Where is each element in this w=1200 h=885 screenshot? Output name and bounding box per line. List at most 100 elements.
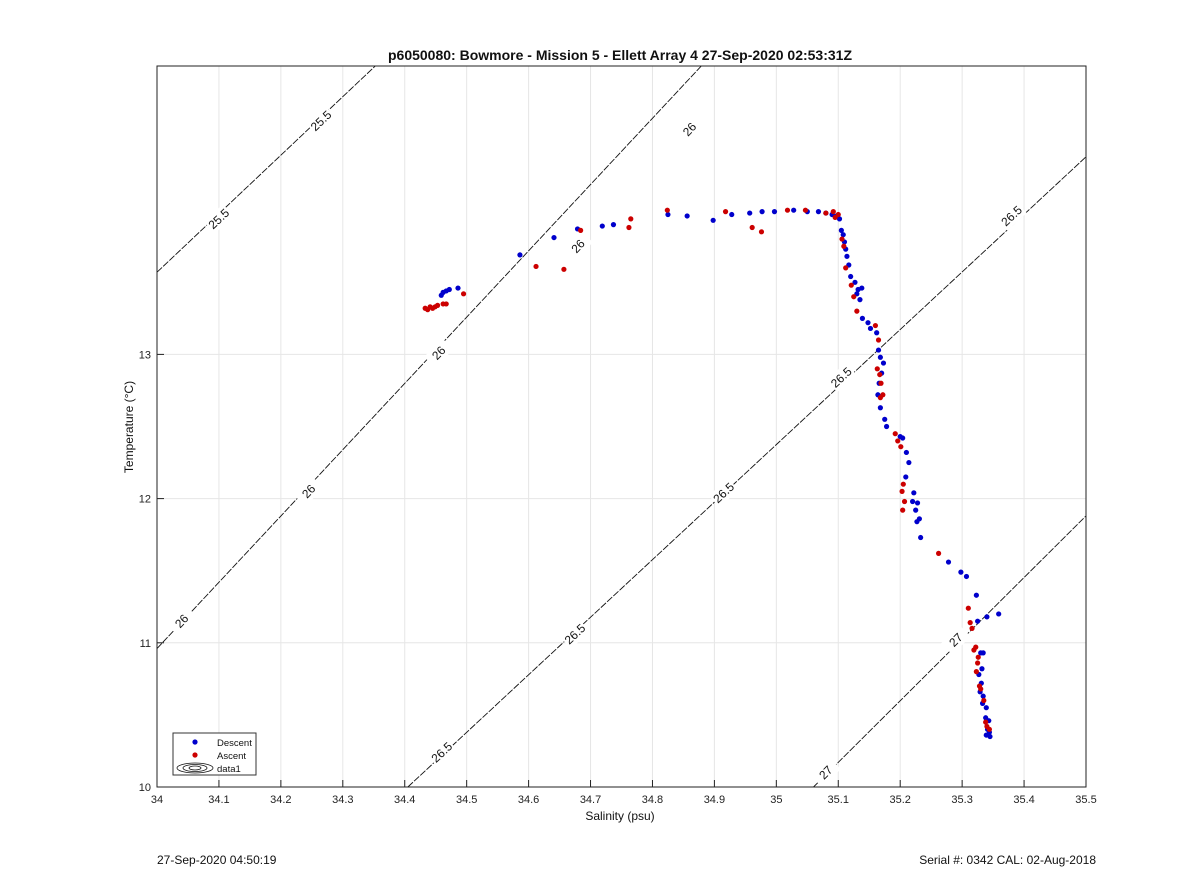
y-tick-label: 12 bbox=[139, 494, 151, 506]
point-ascent bbox=[965, 605, 971, 611]
contour-label-bg bbox=[294, 476, 324, 507]
chart-title: p6050080: Bowmore - Mission 5 - Ellett A… bbox=[388, 47, 852, 63]
point-ascent bbox=[784, 207, 791, 213]
point-descent bbox=[900, 435, 906, 441]
footer-serial-cal: Serial #: 0342 CAL: 02-Aug-2018 bbox=[919, 853, 1096, 867]
point-descent bbox=[815, 209, 822, 215]
point-descent bbox=[996, 611, 1002, 617]
x-tick-label: 35.2 bbox=[889, 794, 910, 806]
point-ascent bbox=[877, 371, 883, 378]
point-descent bbox=[684, 213, 690, 219]
contour-label-bg bbox=[203, 204, 234, 234]
point-descent bbox=[844, 253, 850, 259]
point-ascent bbox=[899, 488, 905, 494]
legend-contour-icon bbox=[176, 762, 214, 774]
contour-label: 26.5 bbox=[998, 203, 1025, 229]
point-descent bbox=[945, 559, 952, 565]
x-tick-label: 34 bbox=[151, 794, 163, 806]
legend-contour-icon bbox=[188, 765, 202, 771]
data-points bbox=[422, 207, 1002, 740]
point-descent bbox=[914, 500, 921, 506]
point-descent bbox=[848, 273, 854, 280]
x-tick-label: 34.9 bbox=[704, 794, 725, 806]
point-ascent bbox=[935, 550, 942, 556]
legend: Descent Ascent data1 bbox=[172, 732, 257, 776]
legend-box bbox=[172, 732, 257, 776]
axis-ticks: 34 34.1 34.2 34.3 34.4 34.5 34.6 34.7 34.8 34.9 35… bbox=[139, 349, 1097, 806]
point-descent bbox=[875, 347, 882, 353]
point-descent bbox=[973, 592, 979, 598]
point-descent bbox=[911, 490, 917, 496]
point-descent bbox=[551, 234, 557, 241]
point-ascent bbox=[848, 282, 854, 288]
point-ascent bbox=[749, 224, 755, 231]
point-ascent bbox=[758, 229, 765, 235]
point-ascent bbox=[460, 291, 467, 297]
point-descent bbox=[874, 330, 880, 336]
contour-label-bg bbox=[811, 757, 841, 787]
point-ascent bbox=[443, 301, 449, 307]
contour-label-bg bbox=[674, 114, 705, 145]
point-descent bbox=[877, 405, 883, 411]
point-descent bbox=[979, 666, 985, 672]
point-descent bbox=[882, 416, 888, 422]
contour-label-bg bbox=[426, 737, 457, 768]
point-descent bbox=[903, 474, 909, 480]
point-ascent bbox=[986, 726, 992, 732]
x-tick-label: 34.5 bbox=[456, 794, 477, 806]
point-ascent bbox=[839, 236, 845, 242]
point-descent bbox=[771, 209, 778, 215]
legend-label: Ascent bbox=[217, 751, 246, 762]
point-ascent bbox=[841, 243, 847, 249]
legend-label: Descent bbox=[217, 738, 252, 749]
point-descent bbox=[840, 232, 846, 238]
contour-label-bg bbox=[560, 619, 591, 649]
x-tick-label: 35.3 bbox=[951, 794, 972, 806]
point-descent bbox=[857, 297, 863, 303]
point-descent bbox=[906, 459, 912, 466]
contour-label-bg bbox=[563, 231, 593, 262]
contour-label-bg bbox=[167, 606, 197, 637]
legend-marker-descent bbox=[192, 739, 198, 745]
point-descent bbox=[980, 650, 986, 656]
point-descent bbox=[836, 216, 843, 222]
point-ascent bbox=[434, 302, 441, 308]
point-descent bbox=[980, 693, 986, 699]
point-ascent bbox=[851, 294, 857, 300]
point-descent bbox=[983, 705, 989, 711]
point-ascent bbox=[898, 444, 904, 450]
point-descent bbox=[963, 573, 970, 580]
point-descent bbox=[958, 569, 964, 575]
x-tick-label: 34.8 bbox=[642, 794, 663, 806]
point-descent bbox=[859, 315, 866, 321]
y-tick-label: 11 bbox=[140, 638, 151, 650]
point-descent bbox=[913, 507, 919, 513]
point-descent bbox=[918, 534, 924, 541]
legend-label: data1 bbox=[217, 764, 241, 775]
grid-lines bbox=[156, 66, 1087, 788]
contour-label: 25.5 bbox=[206, 206, 233, 232]
point-descent bbox=[455, 285, 461, 291]
point-ascent bbox=[981, 697, 987, 704]
point-descent bbox=[599, 223, 605, 229]
point-ascent bbox=[872, 322, 879, 329]
x-tick-label: 34.1 bbox=[208, 794, 229, 806]
x-tick-label: 34.2 bbox=[270, 794, 291, 806]
point-ascent bbox=[978, 686, 984, 692]
x-tick-label: 35.4 bbox=[1013, 794, 1034, 806]
point-descent bbox=[852, 279, 858, 285]
point-descent bbox=[909, 498, 916, 505]
point-descent bbox=[729, 211, 735, 218]
x-tick-label: 35 bbox=[770, 794, 782, 806]
point-ascent bbox=[973, 669, 979, 675]
contour-label-bg bbox=[708, 478, 739, 508]
point-ascent bbox=[983, 719, 989, 725]
point-ascent bbox=[878, 380, 884, 386]
point-ascent bbox=[854, 308, 860, 314]
legend-marker-ascent bbox=[192, 752, 198, 758]
contour-line bbox=[407, 156, 1086, 787]
contour-label-bg bbox=[826, 362, 857, 393]
point-descent bbox=[880, 360, 887, 366]
point-ascent bbox=[722, 209, 729, 215]
legend-contour-icon bbox=[182, 764, 208, 772]
